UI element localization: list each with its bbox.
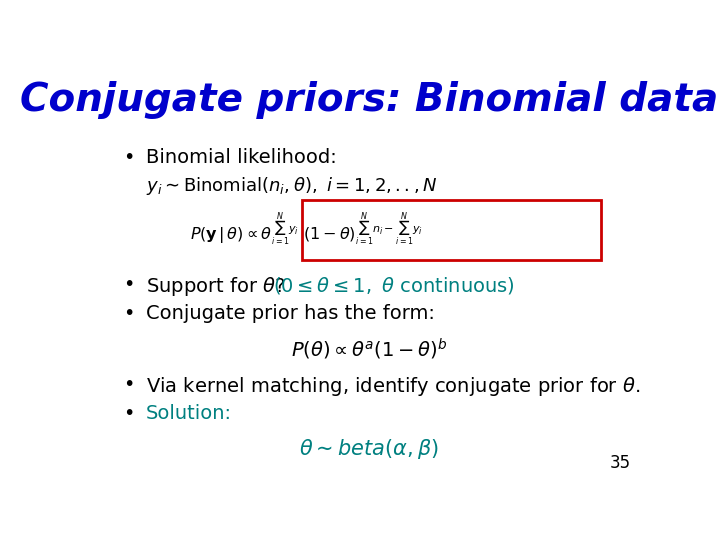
Text: $P(\mathbf{y}\,|\,\theta) \propto \theta^{\sum_{i=1}^{N} y_i}\ (1-\theta)^{\sum_: $P(\mathbf{y}\,|\,\theta) \propto \theta… bbox=[190, 210, 423, 248]
Text: •: • bbox=[124, 304, 135, 323]
Text: •: • bbox=[124, 375, 135, 394]
Text: $P(\theta) \propto \theta^{a}(1-\theta)^{b}$: $P(\theta) \propto \theta^{a}(1-\theta)^… bbox=[291, 337, 447, 362]
Text: Binomial likelihood:: Binomial likelihood: bbox=[145, 148, 336, 167]
Text: •: • bbox=[124, 275, 135, 294]
Text: •: • bbox=[124, 404, 135, 423]
Text: $\theta \sim beta(\alpha, \beta)$: $\theta \sim beta(\alpha, \beta)$ bbox=[299, 437, 439, 461]
Text: $y_i \sim \mathrm{Binomial}(n_i, \theta),\ i = 1, 2, .., N$: $y_i \sim \mathrm{Binomial}(n_i, \theta)… bbox=[145, 175, 437, 197]
Text: •: • bbox=[124, 148, 135, 167]
Text: Via kernel matching, identify conjugate prior for $\theta$.: Via kernel matching, identify conjugate … bbox=[145, 375, 640, 397]
FancyBboxPatch shape bbox=[302, 200, 600, 260]
Text: Conjugate priors: Binomial data: Conjugate priors: Binomial data bbox=[20, 82, 718, 119]
Text: Solution:: Solution: bbox=[145, 404, 232, 423]
Text: Conjugate prior has the form:: Conjugate prior has the form: bbox=[145, 304, 435, 323]
Text: 35: 35 bbox=[610, 454, 631, 472]
Text: Support for $\theta$?: Support for $\theta$? bbox=[145, 275, 292, 298]
Text: $(0 \leq \theta \leq 1,\ \theta$ continuous$)$: $(0 \leq \theta \leq 1,\ \theta$ continu… bbox=[273, 275, 515, 296]
